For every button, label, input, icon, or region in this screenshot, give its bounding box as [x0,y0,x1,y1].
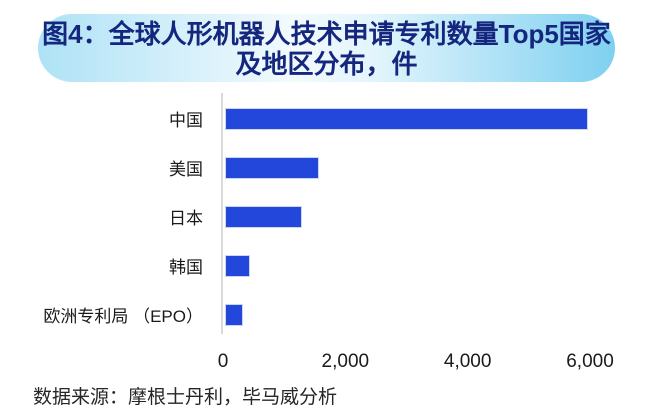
chart-title-line2: 及地区分布，件 [235,49,418,79]
chart-title-line1: 图4：全球人形机器人技术申请专利数量Top5国家 [42,19,611,49]
y-axis-line [221,93,223,334]
bar [226,157,318,178]
bar-row: 韩国 [0,241,650,290]
bar [226,304,242,325]
bar-row: 日本 [0,192,650,241]
source-note: 数据来源：摩根士丹利，毕马威分析 [33,387,338,408]
x-tick-label: 0 [217,351,229,372]
chart-title-box: 图4：全球人形机器人技术申请专利数量Top5国家 及地区分布，件 [38,14,615,82]
x-tick-label: 6,000 [566,351,614,372]
category-label: 日本 [169,209,203,228]
category-label: 欧洲专利局 （EPO） [43,307,203,326]
x-axis-ticks: 0 2,000 4,000 6,000 [0,351,650,375]
category-label: 美国 [169,160,203,179]
bar-row: 欧洲专利局 （EPO） [0,290,650,339]
bar-row: 中国 [0,94,650,143]
bar [226,108,587,129]
category-label: 中国 [169,111,203,130]
x-tick-label: 2,000 [321,351,370,372]
x-tick-label: 4,000 [443,351,492,372]
bar-rows: 中国美国日本韩国欧洲专利局 （EPO） [0,94,650,339]
category-label: 韩国 [169,258,203,277]
bar [226,255,249,276]
bar [226,206,301,227]
bar-row: 美国 [0,143,650,192]
